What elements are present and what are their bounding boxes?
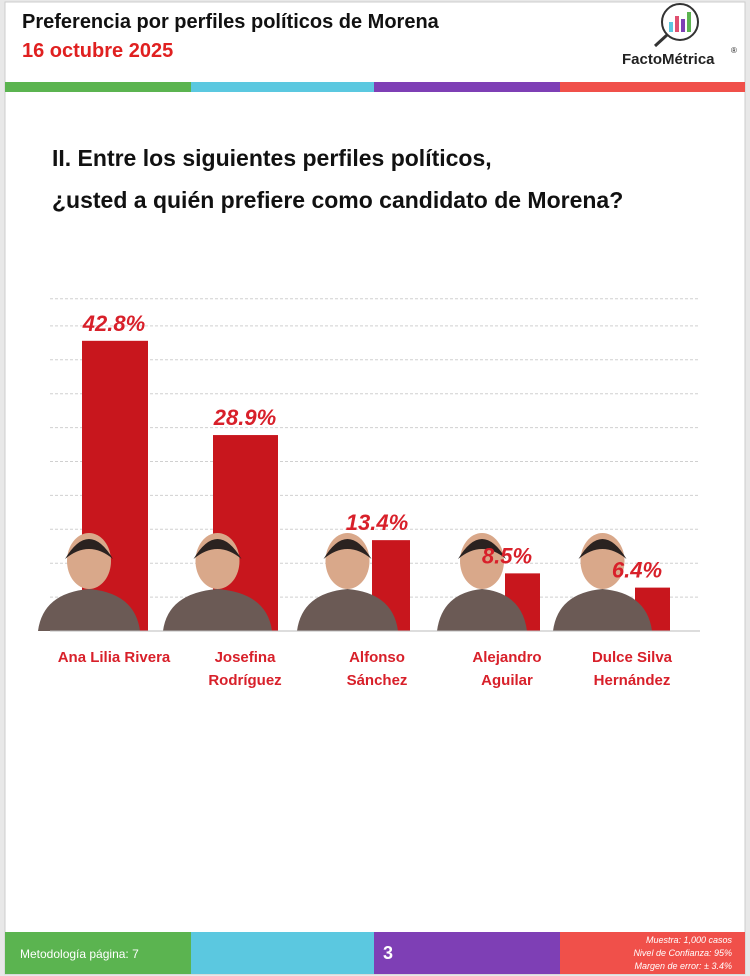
x-tick-label: Hernández	[594, 672, 671, 689]
photo-shoulders	[553, 589, 652, 631]
photo-hair	[458, 539, 506, 559]
x-tick-label: Alfonso	[349, 649, 405, 666]
photo-hair	[323, 539, 372, 559]
x-tick-label: Dulce Silva	[592, 649, 673, 666]
footer-block	[191, 932, 374, 974]
photo-hair	[193, 539, 242, 559]
candidate-photo	[437, 533, 527, 631]
header-title: Preferencia por perfiles políticos de Mo…	[22, 11, 440, 33]
value-label: 42.8%	[82, 311, 145, 336]
value-label: 6.4%	[612, 558, 662, 583]
footer-block	[5, 932, 191, 974]
value-label: 8.5%	[482, 543, 532, 568]
photo-shoulders	[163, 589, 272, 631]
footer-note: Margen de error: ± 3.4%	[635, 961, 732, 971]
header-date: 16 octubre 2025	[22, 40, 173, 62]
photo-shoulders	[297, 589, 398, 631]
x-tick-label: Alejandro	[472, 649, 541, 666]
candidate-photo	[38, 533, 140, 631]
logo-text: FactoMétrica	[622, 51, 715, 68]
value-label: 28.9%	[213, 405, 276, 430]
footer-block	[560, 932, 745, 974]
candidate-photo	[553, 533, 652, 631]
candidate-photo	[297, 533, 398, 631]
logo-mark: ®	[731, 46, 737, 55]
footer-note: Muestra: 1,000 casos	[646, 935, 733, 945]
logo-icon	[653, 3, 699, 48]
footer-block	[374, 932, 560, 974]
x-tick-label: Sánchez	[347, 672, 408, 689]
candidate-photo	[163, 533, 272, 631]
footer-page: 3	[383, 943, 393, 963]
x-tick-label: Josefina	[215, 649, 277, 666]
stripe	[191, 82, 374, 92]
stripe	[5, 82, 191, 92]
question-line: II. Entre los siguientes perfiles políti…	[52, 145, 492, 171]
stripe	[374, 82, 560, 92]
stripe	[560, 82, 745, 92]
photo-hair	[578, 539, 627, 559]
photo-shoulders	[437, 589, 527, 631]
photo-shoulders	[38, 589, 140, 631]
x-tick-label: Aguilar	[481, 672, 533, 689]
chart: 42.8% Ana Lilia Rivera 28.9% Josefina Rodríg…	[38, 298, 700, 689]
footer-note: Nivel de Confianza: 95%	[633, 948, 732, 958]
value-label: 13.4%	[346, 510, 408, 535]
footer-methodology: Metodología página: 7	[20, 947, 139, 961]
x-tick-label: Ana Lilia Rivera	[58, 649, 171, 666]
x-tick-label: Rodríguez	[208, 672, 281, 689]
question-line: ¿usted a quién prefiere como candidato d…	[52, 187, 623, 213]
photo-hair	[65, 539, 113, 559]
